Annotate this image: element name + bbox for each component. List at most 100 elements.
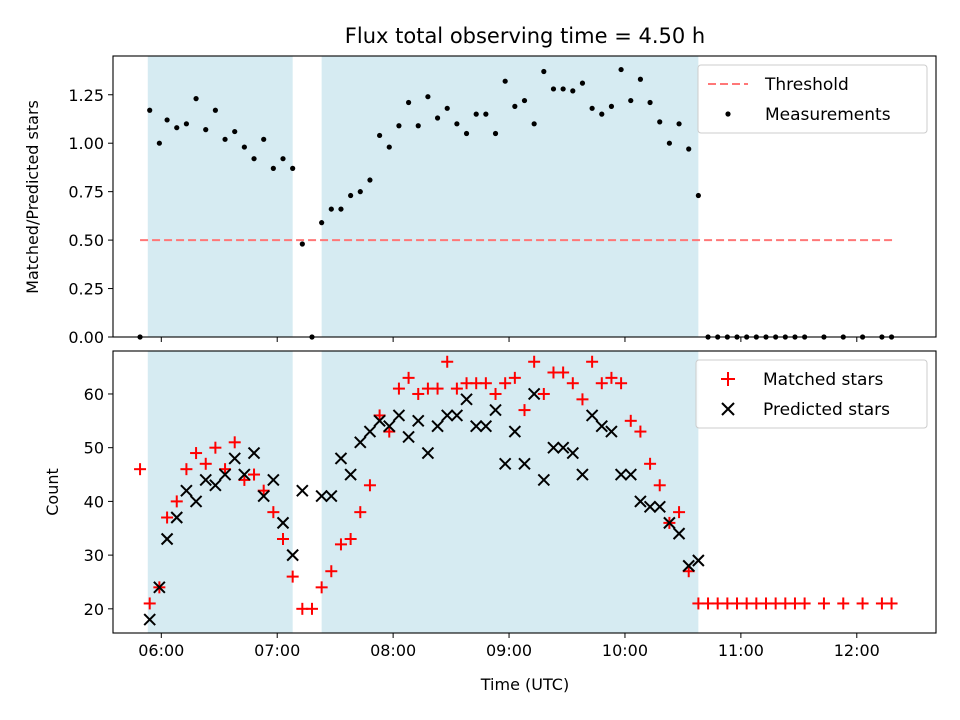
bottom-spans [147, 351, 699, 633]
matched-point-6 [190, 447, 203, 460]
measurement-point-17 [299, 241, 305, 247]
bottom-y-axis: 20 30 40 50 60 [84, 385, 113, 619]
legend-predicted-marker [721, 402, 735, 416]
matched-point-32 [441, 355, 454, 368]
matched-point-24 [363, 479, 376, 492]
measurement-point-27 [396, 123, 402, 129]
measurement-point-43 [550, 86, 557, 92]
matched-point-48 [595, 377, 608, 390]
measurement-point-47 [589, 105, 595, 111]
measurement-point-8 [212, 107, 218, 113]
top-legend: Threshold Measurements [697, 64, 928, 134]
x-tick-label-5: 11:00 [718, 641, 764, 660]
matched-point-54 [653, 479, 666, 492]
measurement-point-45 [570, 88, 576, 94]
predicted-point-51 [643, 500, 657, 513]
matched-point-22 [344, 533, 357, 545]
y-tick-label-0: 20 [84, 600, 104, 619]
predicted-point-24 [383, 419, 396, 433]
predicted-point-13 [267, 473, 280, 487]
top-axes-frame [112, 55, 937, 338]
matched-point-23 [354, 506, 367, 519]
y-tick-label-5: 1.25 [68, 86, 104, 105]
matched-point-7 [199, 457, 212, 470]
observing-span-1 [321, 56, 699, 337]
predicted-point-5 [189, 495, 203, 508]
observing-span-1 [321, 351, 699, 633]
legend-matched-label: Matched stars [763, 370, 883, 390]
y-tick-label-3: 0.75 [68, 183, 104, 202]
predicted-point-19 [334, 452, 348, 465]
bottom-panel: 20 30 40 50 60 06:00 07:00 08:00 09:00 10:00 11:0… [43, 350, 937, 694]
measurement-point-35 [473, 111, 479, 117]
matched-point-52 [634, 425, 647, 438]
y-tick-label-2: 40 [84, 492, 104, 511]
measurement-point-22 [348, 192, 354, 199]
measurement-point-38 [502, 78, 508, 84]
matched-point-36 [479, 377, 492, 390]
matched-point-49 [605, 371, 618, 384]
measurement-point-56 [676, 121, 682, 127]
matched-point-39 [508, 371, 521, 384]
matched-point-15 [277, 533, 290, 545]
predicted-point-10 [238, 468, 251, 481]
predicted-point-48 [614, 468, 628, 481]
matched-point-27 [392, 382, 405, 395]
matched-point-71 [837, 597, 850, 610]
legend-measurements-marker [725, 111, 731, 117]
bottom-marks [134, 355, 898, 626]
matched-point-1 [143, 597, 156, 610]
measurement-point-58 [695, 192, 701, 199]
predicted-point-27 [412, 414, 425, 428]
predicted-point-2 [160, 532, 174, 546]
predicted-point-12 [257, 489, 270, 503]
observing-span-0 [147, 56, 293, 337]
legend-measurements-label: Measurements [765, 105, 891, 125]
y-tick-label-3: 50 [84, 439, 104, 458]
measurement-point-42 [541, 68, 547, 75]
predicted-point-17 [315, 489, 328, 503]
measurement-point-41 [531, 121, 537, 127]
matched-point-31 [431, 382, 444, 395]
measurement-point-30 [425, 94, 431, 100]
y-tick-label-0: 0.00 [68, 328, 104, 347]
predicted-point-22 [363, 425, 377, 438]
measurement-point-52 [637, 76, 644, 82]
predicted-point-20 [344, 468, 357, 481]
x-tick-label-1: 07:00 [254, 641, 300, 660]
matched-point-38 [499, 377, 512, 390]
predicted-point-4 [180, 484, 193, 497]
measurement-point-24 [367, 177, 373, 183]
x-tick-label-6: 12:00 [834, 641, 880, 660]
measurement-point-10 [232, 128, 238, 135]
predicted-point-11 [247, 446, 261, 460]
predicted-point-44 [576, 468, 589, 481]
top-y-axis: 0.00 0.25 0.50 0.75 1.00 1.25 [68, 86, 113, 347]
predicted-point-23 [373, 414, 386, 428]
measurement-point-39 [512, 103, 518, 109]
predicted-point-37 [508, 425, 522, 438]
x-axis-label: Time (UTC) [480, 675, 569, 694]
measurement-point-55 [666, 140, 672, 146]
measurement-point-19 [319, 220, 325, 226]
predicted-point-50 [634, 495, 647, 508]
legend-threshold-label: Threshold [764, 75, 849, 95]
predicted-point-3 [170, 511, 183, 524]
predicted-point-36 [498, 457, 512, 471]
top-x-axis [160, 337, 858, 342]
measurement-point-12 [251, 156, 257, 162]
matched-point-4 [170, 495, 183, 508]
measurement-point-33 [454, 121, 460, 127]
top-panel: 0.00 0.25 0.50 0.75 1.00 1.25 Matched/Predict… [23, 55, 937, 347]
predicted-point-31 [450, 409, 464, 422]
measurement-point-50 [618, 66, 624, 73]
matched-point-72 [856, 597, 869, 610]
measurement-point-9 [222, 136, 228, 142]
measurement-point-11 [241, 144, 247, 150]
predicted-point-18 [325, 489, 338, 503]
measurement-point-14 [270, 165, 276, 171]
predicted-point-1 [153, 581, 166, 594]
predicted-point-39 [527, 387, 541, 401]
y-tick-label-1: 0.25 [68, 280, 104, 299]
matched-point-18 [305, 602, 318, 615]
